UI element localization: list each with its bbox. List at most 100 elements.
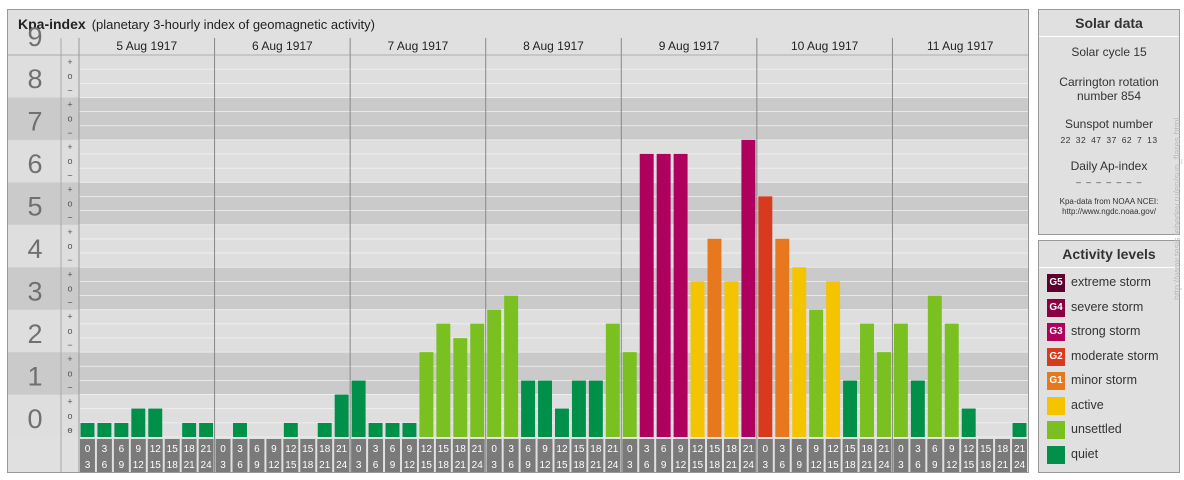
interval-start-label: 21: [743, 444, 755, 455]
kp-bar: [334, 394, 349, 437]
legend-swatch: [1047, 421, 1065, 439]
y-tick-label: 8: [27, 64, 42, 94]
chart-subtitle: (planetary 3-hourly index of geomagnetic…: [91, 17, 375, 32]
interval-cell: [791, 439, 807, 472]
kp-bar: [487, 309, 502, 437]
interval-end-label: 15: [285, 460, 297, 471]
kp-bar: [368, 422, 383, 437]
y-subtick-label: o: [67, 411, 72, 421]
y-subtick-label: +: [67, 269, 72, 279]
y-subtick-label: −: [67, 255, 72, 265]
interval-cell: [859, 439, 875, 472]
interval-start-label: 18: [997, 444, 1009, 455]
interval-cell: [825, 439, 841, 472]
kp-bar: [538, 380, 552, 437]
kp-bar: [741, 139, 756, 437]
kp-bar: [809, 309, 824, 437]
y-subtick-label: +: [67, 397, 72, 407]
y-subtick-label: o: [67, 199, 72, 209]
kp-bar: [504, 295, 519, 437]
ap-heading: Daily Ap-index: [1070, 159, 1148, 173]
interval-start-label: 18: [861, 444, 873, 455]
interval-start-label: 3: [915, 444, 921, 455]
interval-cell: [130, 439, 146, 472]
interval-start-label: 9: [271, 444, 277, 455]
interval-start-label: 3: [237, 444, 243, 455]
interval-start-label: 12: [692, 444, 704, 455]
legend-label: active: [1071, 397, 1104, 412]
interval-start-label: 18: [726, 444, 738, 455]
interval-start-label: 6: [254, 444, 260, 455]
sunspot-heading: Sunspot number: [1064, 117, 1154, 131]
interval-end-label: 6: [779, 460, 785, 471]
kp-bar: [199, 422, 214, 437]
interval-end-label: 9: [525, 460, 531, 471]
kp-bar: [758, 196, 773, 437]
day-label: 5 Aug 1917: [116, 39, 177, 53]
interval-end-label: 3: [627, 460, 633, 471]
interval-cell: [707, 439, 722, 472]
interval-end-label: 15: [692, 460, 704, 471]
interval-end-label: 18: [845, 460, 857, 471]
legend-label: severe storm: [1071, 299, 1144, 314]
interval-cell: [181, 439, 197, 472]
solar-data-panel: Solar data Solar cycle 15 Carrington rot…: [1038, 9, 1180, 235]
interval-start-label: 9: [813, 444, 819, 455]
kp-bar: [402, 422, 417, 437]
sunspot-values: 22 32 47 37 62 7 13: [1060, 135, 1158, 145]
interval-start-label: 15: [438, 444, 450, 455]
interval-end-label: 3: [898, 460, 904, 471]
kp-bar: [283, 422, 298, 437]
kp-band: [8, 139, 1028, 183]
y-subtick-label: −: [67, 213, 72, 223]
interval-cell: [588, 439, 604, 472]
kp-bar: [656, 153, 671, 437]
interval-cell: [435, 439, 451, 472]
interval-start-label: 12: [963, 444, 975, 455]
day-label: 6 Aug 1917: [252, 39, 313, 53]
interval-cell: [401, 439, 417, 472]
interval-cell: [283, 439, 299, 472]
interval-start-label: 0: [220, 444, 226, 455]
interval-end-label: 12: [133, 460, 145, 471]
interval-end-label: 9: [661, 460, 667, 471]
interval-cell: [995, 439, 1011, 472]
kp-bar: [707, 238, 722, 437]
y-subtick-label: −: [67, 298, 72, 308]
interval-start-label: 18: [590, 444, 602, 455]
kp-band: [8, 97, 1028, 140]
chart-title: Kpa-index (planetary 3-hourly index of ge…: [18, 16, 375, 32]
interval-cell: [469, 439, 485, 472]
interval-cell: [944, 439, 960, 472]
interval-start-label: 18: [319, 444, 331, 455]
interval-start-label: 12: [556, 444, 568, 455]
interval-end-label: 3: [491, 460, 497, 471]
day-label: 11 Aug 1917: [927, 39, 994, 53]
interval-cell: [605, 439, 621, 472]
interval-end-label: 9: [932, 460, 938, 471]
legend-label: unsettled: [1071, 422, 1122, 436]
legend-item: G2 moderate storm: [1039, 346, 1179, 371]
interval-end-label: 12: [268, 460, 280, 471]
y-subtick-label: +: [67, 100, 72, 110]
y-subtick-label: −: [67, 382, 72, 392]
interval-end-label: 21: [726, 460, 738, 471]
interval-start-label: 0: [356, 444, 362, 455]
y-subtick-label: o: [67, 156, 72, 166]
interval-start-label: 21: [336, 444, 348, 455]
y-tick-label: 6: [27, 149, 42, 179]
interval-end-label: 21: [997, 460, 1009, 471]
interval-cell: [927, 439, 943, 472]
y-subtick-label: +: [67, 227, 72, 237]
interval-cell: [351, 439, 367, 472]
kp-bar: [792, 267, 807, 437]
ap-values: – – – – – – –: [1076, 177, 1142, 187]
interval-start-label: 6: [796, 444, 802, 455]
activity-levels-heading: Activity levels: [1039, 241, 1179, 268]
y-tick-label: 3: [27, 276, 42, 306]
kp-bar: [775, 238, 790, 437]
interval-start-label: 6: [932, 444, 938, 455]
kp-bar: [639, 153, 654, 437]
interval-end-label: 12: [404, 460, 416, 471]
chart-title-main: Kpa-index: [18, 16, 86, 32]
